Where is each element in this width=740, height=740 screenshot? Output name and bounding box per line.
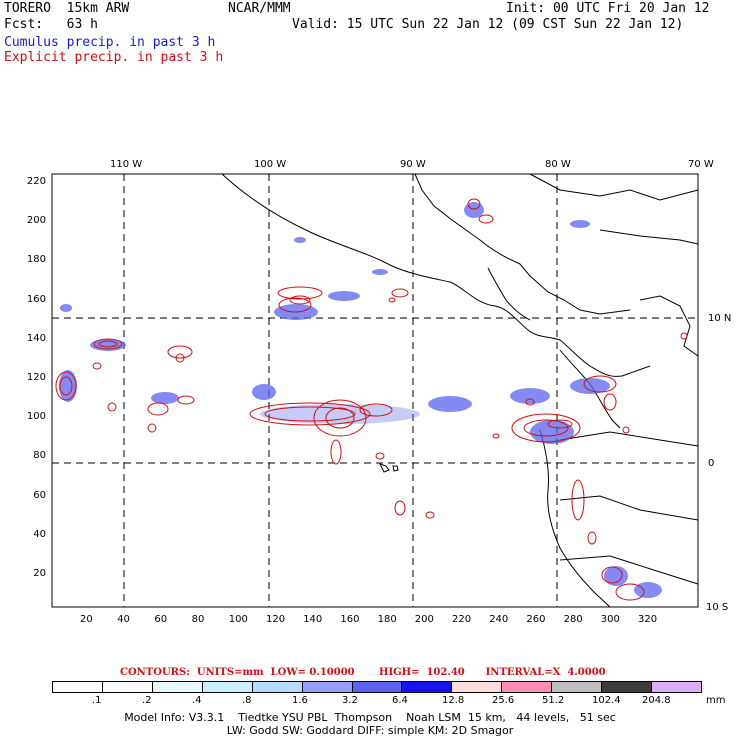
legend-swatch [652, 682, 701, 692]
legend-swatch [352, 682, 403, 692]
lon-label: 70 W [688, 159, 714, 170]
legend-swatch [102, 682, 153, 692]
lon-label: 100 W [254, 159, 287, 170]
x-tick-label: 240 [489, 614, 509, 625]
x-tick-label: 160 [340, 614, 360, 625]
y-tick-label: 80 [33, 450, 46, 462]
y-tick-label: 220 [26, 176, 46, 187]
y-tick-label: 40 [33, 528, 46, 540]
legend-label: 12.8 [442, 695, 465, 706]
legend-swatch [302, 682, 353, 692]
forecast-hour: Fcst: 63 h [4, 17, 98, 32]
contours-info: CONTOURS: UNITS=mm LOW= 0.10000 HIGH= 10… [120, 667, 606, 678]
legend-label: 3.2 [342, 695, 358, 706]
x-tick-label: 260 [526, 614, 546, 625]
lon-label: 110 W [110, 159, 143, 170]
legend-label: .8 [242, 695, 252, 706]
model-title: TORERO 15km ARW [4, 1, 130, 16]
lat-label: 10 S [706, 602, 729, 613]
lon-label: 80 W [545, 159, 571, 170]
model-info-line2: LW: Godd SW: Goddard DIFF: simple KM: 2D… [226, 724, 514, 737]
legend-label: 6.4 [392, 695, 408, 706]
coastlines [221, 173, 699, 608]
y-tick-label: 120 [26, 372, 46, 383]
explicit-line: Explicit precip. in past 3 h [4, 50, 224, 65]
legend-label: .4 [192, 695, 202, 706]
legend-label: 51.2 [542, 695, 565, 706]
legend-swatch [53, 682, 103, 692]
y-tick-label: 160 [26, 293, 46, 305]
legend-swatch [452, 682, 503, 692]
legend-label: .2 [142, 695, 152, 706]
x-tick-label: 20 [80, 614, 93, 625]
init-time: Init: 00 UTC Fri 20 Jan 12 [506, 1, 710, 16]
x-tick-label: 200 [414, 614, 434, 625]
y-tick-label: 180 [26, 254, 46, 266]
explicit-precip-contours [55, 198, 688, 601]
y-tick-label: 140 [26, 332, 46, 344]
lat-label: 0 [708, 458, 715, 469]
x-tick-label: 220 [452, 614, 472, 625]
cumulus-line: Cumulus precip. in past 3 h [4, 35, 216, 50]
legend-label: 25.6 [492, 695, 515, 706]
legend-swatch [602, 682, 653, 692]
legend-swatch [202, 682, 253, 692]
x-tick-label: 180 [377, 614, 397, 625]
model-info-line1: Model Info: V3.3.1 Tiedtke YSU PBL Thomp… [124, 711, 616, 724]
legend-swatch [252, 682, 303, 692]
x-tick-label: 300 [600, 614, 620, 625]
lat-label: 10 N [708, 313, 732, 324]
x-tick-label: 80 [191, 614, 205, 625]
lon-label: 90 W [400, 159, 426, 170]
y-tick-label: 100 [26, 411, 46, 423]
x-tick-label: 120 [266, 614, 286, 625]
org-label: NCAR/MMM [228, 1, 291, 16]
legend-label: .1 [92, 695, 102, 706]
legend-swatch [502, 682, 553, 692]
x-tick-label: 280 [563, 614, 583, 625]
legend-label: 1.6 [292, 695, 308, 706]
legend-label: 102.4 [592, 695, 621, 706]
legend-unit: mm [706, 695, 726, 706]
legend-swatch [552, 682, 603, 692]
y-tick-label: 20 [33, 568, 46, 579]
x-tick-label: 320 [638, 614, 658, 625]
x-tick-label: 60 [154, 614, 168, 625]
x-tick-label: 100 [228, 614, 248, 625]
valid-time: Valid: 15 UTC Sun 22 Jan 12 (09 CST Sun … [292, 17, 684, 32]
color-legend [52, 681, 702, 693]
y-tick-label: 200 [26, 215, 46, 227]
legend-label: 204.8 [642, 695, 671, 706]
y-tick-label: 60 [33, 489, 46, 501]
x-tick-label: 140 [303, 614, 323, 625]
legend-swatch [402, 682, 453, 692]
legend-swatch [152, 682, 203, 692]
x-tick-label: 40 [117, 614, 130, 625]
